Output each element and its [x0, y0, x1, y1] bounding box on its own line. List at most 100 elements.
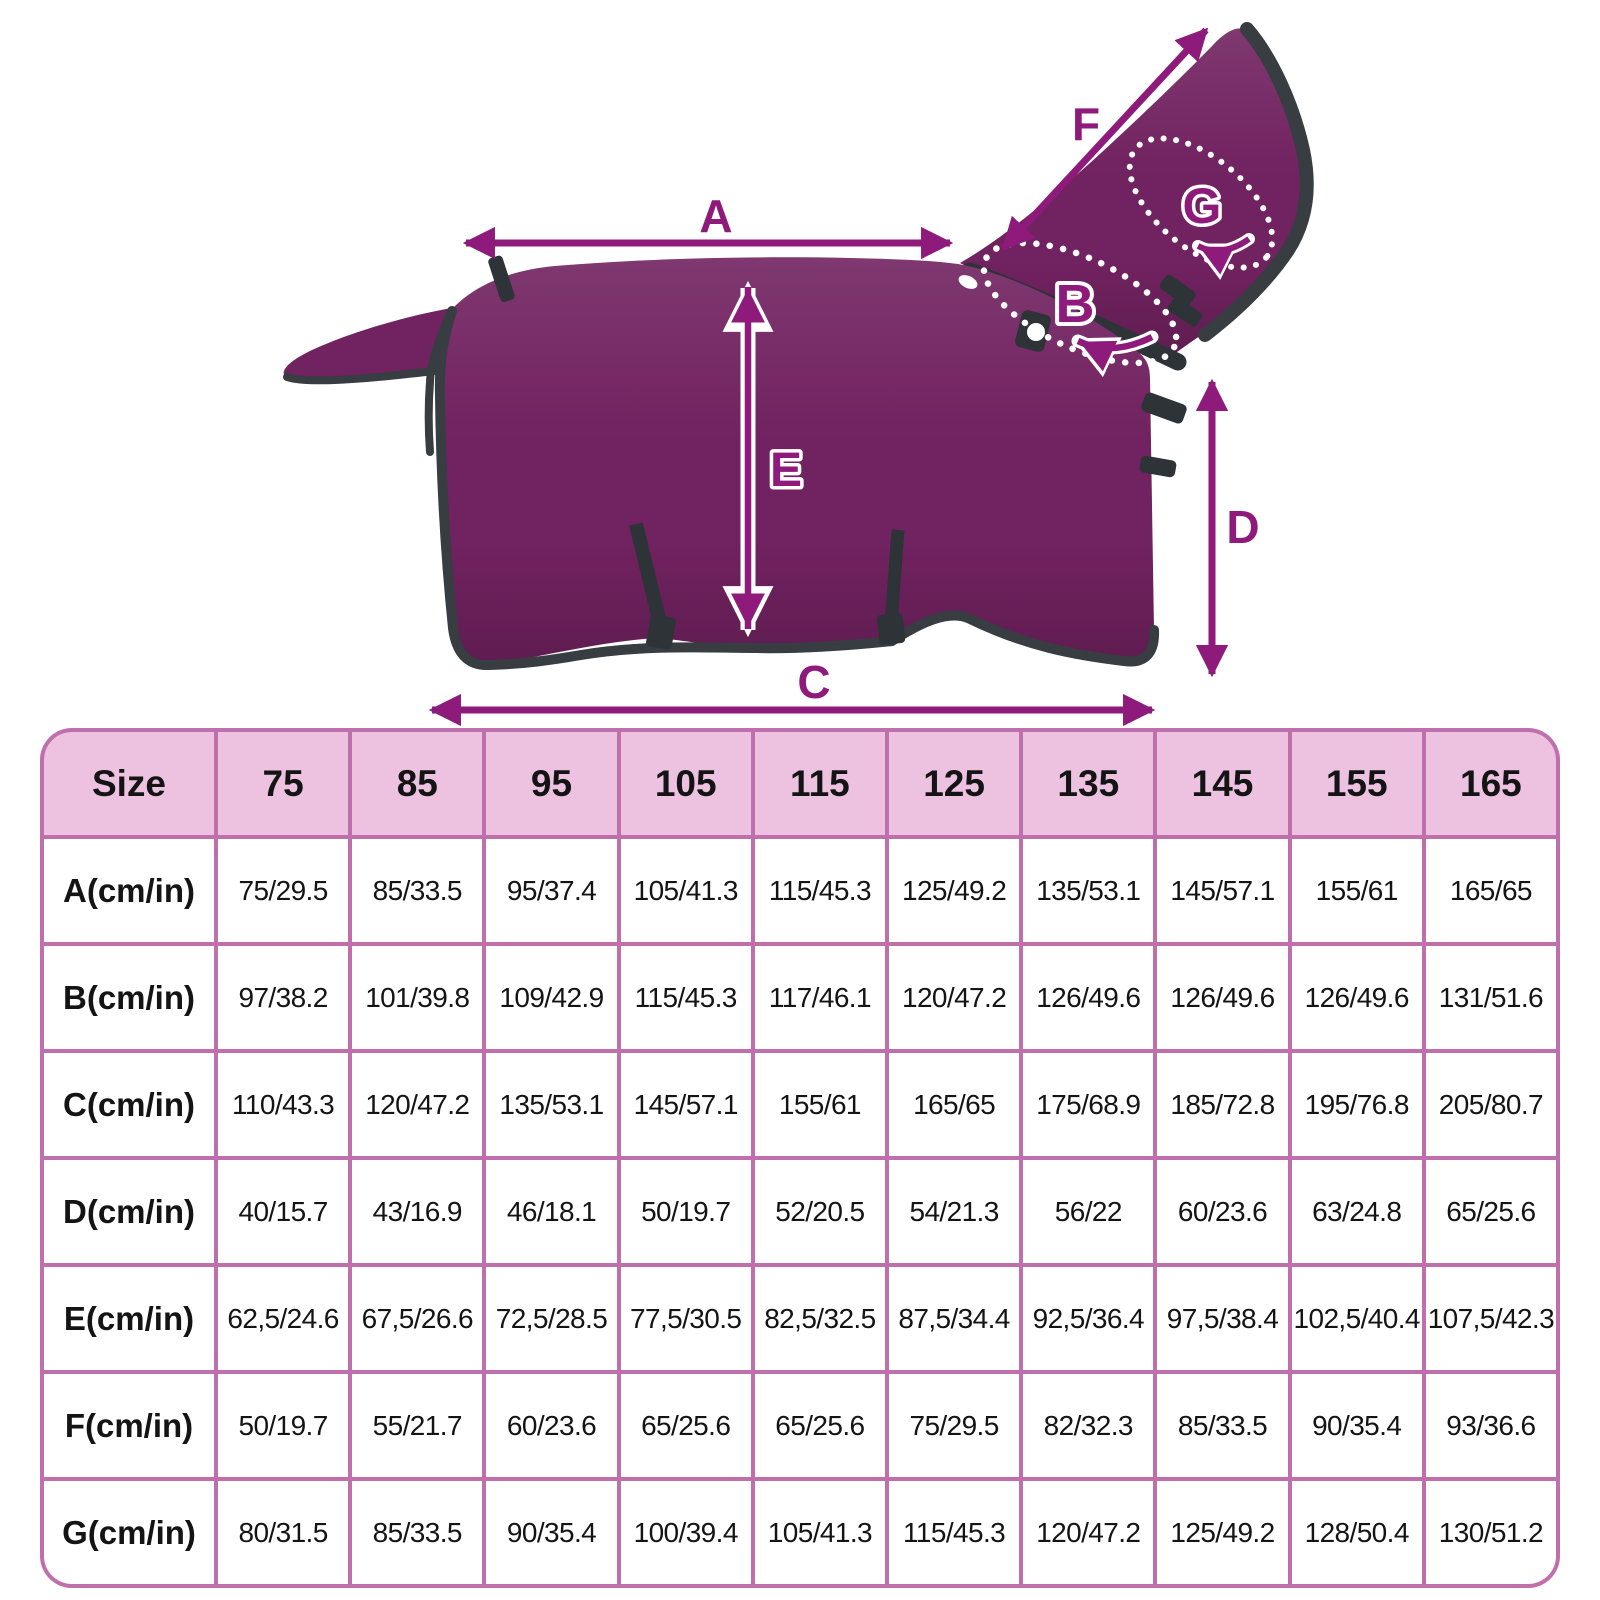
cell-C-105: 145/57.1 — [620, 1053, 751, 1156]
cell-D-125: 54/21.3 — [888, 1160, 1020, 1263]
measure-ellipse-b — [980, 239, 1180, 378]
cell-F-145: 85/33.5 — [1157, 1374, 1288, 1477]
cell-E-125: 87,5/34.4 — [888, 1267, 1020, 1370]
size-table: Size 75 85 95 105 115 125 135 145 155 165 A(cm/in) 7… — [40, 728, 1560, 1588]
cell-D-145: 60/23.6 — [1157, 1160, 1288, 1263]
cell-C-75: 110/43.3 — [218, 1053, 349, 1156]
cell-A-145: 145/57.1 — [1157, 839, 1288, 942]
cell-E-145: 97,5/38.4 — [1157, 1267, 1288, 1370]
label-g: G — [1183, 178, 1222, 234]
size-header-155: 155 — [1291, 732, 1422, 835]
size-header-85: 85 — [352, 732, 483, 835]
cell-B-105: 115/45.3 — [620, 946, 751, 1049]
cell-A-165: 165/65 — [1425, 839, 1556, 942]
cell-B-125: 120/47.2 — [888, 946, 1020, 1049]
cell-B-75: 97/38.2 — [218, 946, 349, 1049]
cell-B-115: 117/46.1 — [754, 946, 885, 1049]
cell-F-95: 60/23.6 — [486, 1374, 617, 1477]
row-label-D: D(cm/in) — [44, 1160, 214, 1263]
cell-F-155: 90/35.4 — [1291, 1374, 1422, 1477]
neck-loop-tab — [958, 275, 978, 289]
cell-F-75: 50/19.7 — [218, 1374, 349, 1477]
cell-F-125: 75/29.5 — [888, 1374, 1020, 1477]
arrow-f — [1001, 27, 1209, 251]
row-label-B: B(cm/in) — [44, 946, 214, 1049]
size-header-95: 95 — [486, 732, 617, 835]
cell-F-165: 93/36.6 — [1425, 1374, 1556, 1477]
neck-strap-buckle — [1159, 274, 1196, 307]
cell-D-95: 46/18.1 — [486, 1160, 617, 1263]
cell-F-85: 55/21.7 — [352, 1374, 483, 1477]
size-column-header: Size — [44, 732, 214, 835]
cell-G-165: 130/51.2 — [1425, 1481, 1556, 1584]
cell-D-75: 40/15.7 — [218, 1160, 349, 1263]
cell-C-85: 120/47.2 — [352, 1053, 483, 1156]
size-header-75: 75 — [218, 732, 349, 835]
cell-B-165: 131/51.6 — [1425, 946, 1556, 1049]
cell-D-155: 63/24.8 — [1291, 1160, 1422, 1263]
cell-E-165: 107,5/42.3 — [1425, 1267, 1556, 1370]
cell-F-105: 65/25.6 — [620, 1374, 751, 1477]
size-header-165: 165 — [1425, 732, 1556, 835]
rug-body — [424, 255, 1187, 671]
cell-E-135: 92,5/36.4 — [1023, 1267, 1154, 1370]
cell-C-165: 205/80.7 — [1425, 1053, 1556, 1156]
size-header-125: 125 — [888, 732, 1020, 835]
cell-A-155: 155/61 — [1291, 839, 1422, 942]
cell-A-75: 75/29.5 — [218, 839, 349, 942]
cell-A-125: 125/49.2 — [888, 839, 1020, 942]
cell-E-115: 82,5/32.5 — [754, 1267, 885, 1370]
cell-C-135: 175/68.9 — [1023, 1053, 1154, 1156]
horse-rug-measurement-diagram: A F D C E B G — [283, 22, 1314, 727]
label-f: F — [1072, 98, 1100, 150]
cell-A-85: 85/33.5 — [352, 839, 483, 942]
cell-B-95: 109/42.9 — [486, 946, 617, 1049]
cell-G-105: 100/39.4 — [620, 1481, 751, 1584]
neck-edge-binding — [1198, 22, 1314, 342]
withers-strap — [488, 255, 515, 302]
cell-A-115: 115/45.3 — [754, 839, 885, 942]
cell-C-125: 165/65 — [888, 1053, 1020, 1156]
cell-C-115: 155/61 — [754, 1053, 885, 1156]
cell-G-95: 90/35.4 — [486, 1481, 617, 1584]
cell-B-155: 126/49.6 — [1291, 946, 1422, 1049]
flap-seam-binding — [424, 307, 455, 456]
cell-G-135: 120/47.2 — [1023, 1481, 1154, 1584]
cell-G-85: 85/33.5 — [352, 1481, 483, 1584]
row-label-E: E(cm/in) — [44, 1267, 214, 1370]
belly-strap-right-buckle — [876, 613, 906, 645]
cell-E-105: 77,5/30.5 — [620, 1267, 751, 1370]
cell-G-115: 105/41.3 — [754, 1481, 885, 1584]
row-label-C: C(cm/in) — [44, 1053, 214, 1156]
label-d: D — [1226, 501, 1259, 553]
cell-E-85: 67,5/26.6 — [352, 1267, 483, 1370]
cell-G-155: 128/50.4 — [1291, 1481, 1422, 1584]
cell-C-155: 195/76.8 — [1291, 1053, 1422, 1156]
cell-C-145: 185/72.8 — [1157, 1053, 1288, 1156]
label-a: A — [699, 190, 732, 242]
tail-flap — [283, 308, 452, 385]
cell-E-75: 62,5/24.6 — [218, 1267, 349, 1370]
cell-G-145: 125/49.2 — [1157, 1481, 1288, 1584]
row-label-A: A(cm/in) — [44, 839, 214, 942]
cell-A-95: 95/37.4 — [486, 839, 617, 942]
cell-F-135: 82/32.3 — [1023, 1374, 1154, 1477]
cell-B-85: 101/39.8 — [352, 946, 483, 1049]
cell-B-145: 126/49.6 — [1157, 946, 1288, 1049]
cell-G-125: 115/45.3 — [888, 1481, 1020, 1584]
cell-C-95: 135/53.1 — [486, 1053, 617, 1156]
cell-F-115: 65/25.6 — [754, 1374, 885, 1477]
cell-A-135: 135/53.1 — [1023, 839, 1154, 942]
label-e: E — [770, 444, 802, 497]
label-c: C — [797, 656, 830, 708]
row-label-F: F(cm/in) — [44, 1374, 214, 1477]
cell-E-155: 102,5/40.4 — [1291, 1267, 1422, 1370]
cell-D-85: 43/16.9 — [352, 1160, 483, 1263]
size-header-145: 145 — [1157, 732, 1288, 835]
cell-D-135: 56/22 — [1023, 1160, 1154, 1263]
size-header-135: 135 — [1023, 732, 1154, 835]
cell-B-135: 126/49.6 — [1023, 946, 1154, 1049]
cell-G-75: 80/31.5 — [218, 1481, 349, 1584]
chest-strap-upper — [1141, 392, 1187, 424]
